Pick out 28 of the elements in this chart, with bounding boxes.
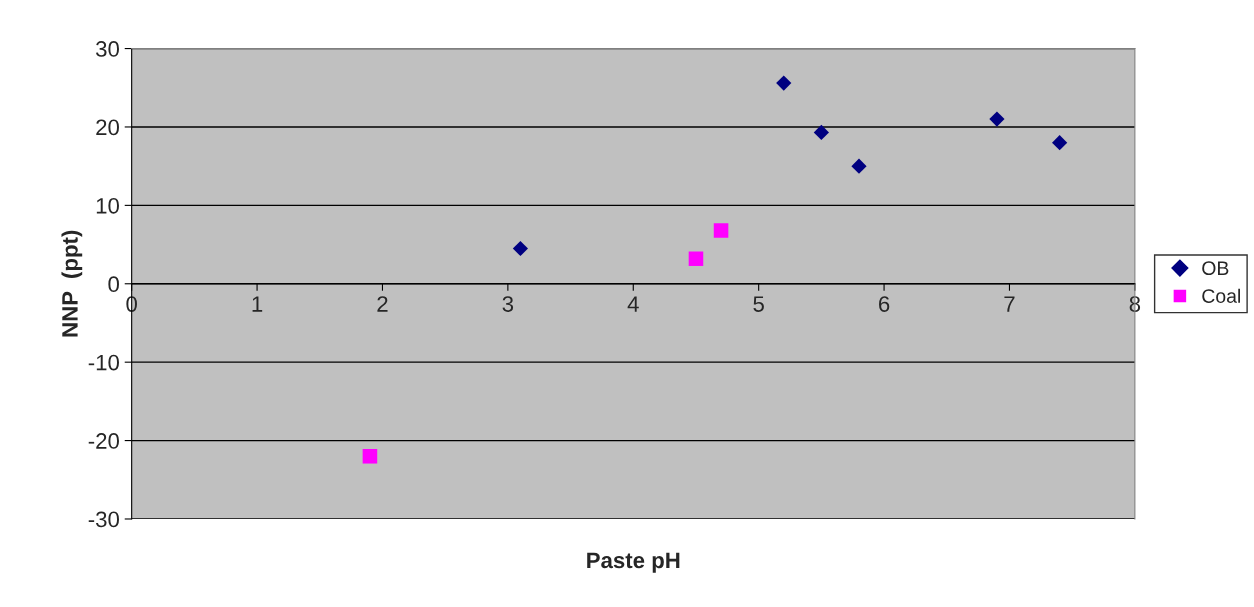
x-axis-title: Paste pH bbox=[587, 552, 680, 573]
x-tick-label: 4 bbox=[627, 296, 639, 312]
point bbox=[1052, 135, 1068, 151]
x-tick-label: 1 bbox=[252, 296, 263, 312]
legend-label: Coal bbox=[1202, 288, 1240, 303]
point bbox=[851, 158, 867, 174]
y-tick-label: -10 bbox=[88, 354, 119, 371]
x-tick-label: 2 bbox=[377, 296, 388, 312]
x-tick-label: 7 bbox=[1004, 296, 1015, 312]
point bbox=[362, 448, 378, 464]
y-axis-title: NNP (ppt) bbox=[61, 230, 83, 337]
x-tick-label: 8 bbox=[1129, 296, 1141, 312]
y-tick-label: -20 bbox=[88, 433, 119, 449]
y-tick-label: 30 bbox=[96, 41, 119, 57]
point bbox=[713, 223, 729, 238]
y-tick-label: 0 bbox=[108, 276, 119, 293]
y-tick-label: -30 bbox=[88, 511, 119, 528]
y-tick-label: 20 bbox=[96, 119, 119, 136]
x-tick-label: 6 bbox=[879, 296, 890, 312]
point bbox=[776, 75, 792, 91]
legend-label: OB bbox=[1202, 261, 1229, 276]
point bbox=[688, 251, 704, 266]
x-tick-label: 3 bbox=[502, 296, 514, 312]
y-tick-label: 10 bbox=[96, 197, 119, 214]
point bbox=[813, 124, 829, 141]
x-tick-label: 5 bbox=[753, 296, 764, 312]
point bbox=[989, 111, 1005, 127]
point bbox=[512, 240, 529, 257]
